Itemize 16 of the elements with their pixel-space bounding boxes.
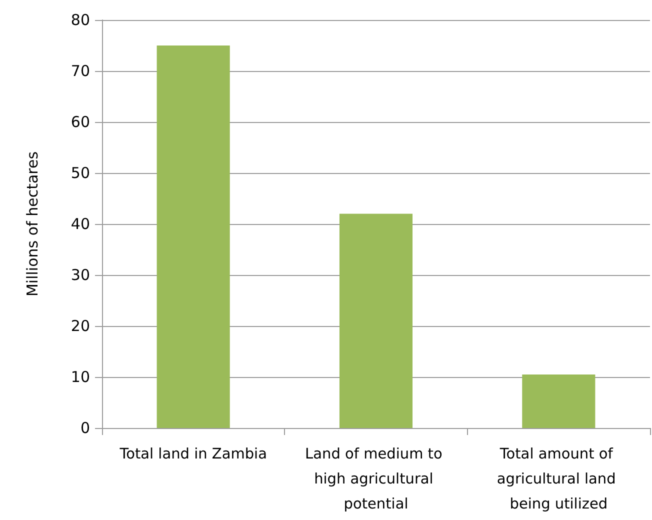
bar (339, 214, 413, 428)
y-tick-label: 80 (70, 11, 90, 29)
y-tick-label: 40 (70, 215, 90, 233)
x-tick-label: Total amount of agricultural land being utilized (496, 446, 620, 512)
y-tick-label: 20 (70, 317, 90, 335)
y-tick-label: 50 (70, 164, 90, 182)
y-tick-label: 0 (80, 419, 90, 437)
y-tick-label: 30 (70, 266, 90, 284)
y-tick-label: 10 (70, 368, 90, 386)
y-tick-label: 70 (70, 62, 90, 80)
x-tick-label: Land of medium to high agricultural potential (305, 446, 447, 512)
bar (522, 374, 596, 428)
y-tick-label: 60 (70, 113, 90, 131)
y-axis-title: Millions of hectares (24, 151, 42, 297)
x-tick-label: Total land in Zambia (118, 446, 267, 462)
bar (156, 46, 230, 428)
